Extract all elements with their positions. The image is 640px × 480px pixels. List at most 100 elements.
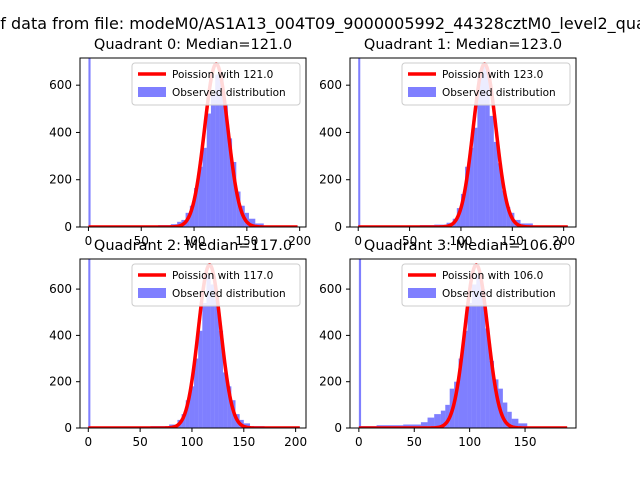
- quadrant-2-x-tick-label: 0: [84, 435, 92, 449]
- quadrant-2-observed-bar: [210, 284, 215, 428]
- quadrant-1-legend: Poission with 123.0 Observed distribution: [401, 62, 571, 106]
- quadrant-0-observed-bar: [248, 218, 256, 227]
- quadrant-2-x-tick-label: 100: [181, 435, 204, 449]
- quadrant-0-observed-bar: [198, 166, 203, 227]
- quadrant-3-axes-frame: [349, 258, 577, 429]
- quadrant-3-panel: Quadrant 3: Median=106.0 0 50 100 150 0 200 400…: [319, 238, 577, 449]
- quadrant-1-observed-bar: [489, 115, 494, 227]
- quadrant-0-observed-bar: [210, 94, 216, 227]
- legend-fit-label: Poission with 121.0: [172, 69, 273, 81]
- quadrant-0-x-tick-label: 50: [134, 234, 149, 248]
- quadrant-1-x-tick-label: 50: [402, 234, 417, 248]
- quadrant-3-x-tick-label: 0: [355, 435, 363, 449]
- quadrant-0-observed-bar: [202, 147, 207, 227]
- quadrant-3-x-tick-label: 100: [458, 435, 481, 449]
- quadrant-3-title: Quadrant 3: Median=106.0: [364, 238, 562, 254]
- quadrant-2-title: Quadrant 2: Median=117.0: [94, 238, 292, 254]
- quadrant-2-observed-bar: [194, 358, 199, 428]
- quadrant-2-axes-frame: [79, 258, 307, 429]
- quadrant-0-observed-bar: [227, 138, 233, 227]
- quadrant-3-plot-area: [357, 259, 569, 428]
- quadrant-3-x-tick-label: 50: [407, 435, 422, 449]
- legend-fit-label: Poission with 117.0: [172, 270, 273, 282]
- quadrant-0-x-tick-label: 0: [85, 234, 93, 248]
- legend-observed-label: Observed distribution: [442, 87, 556, 99]
- quadrant-3-legend: Poission with 106.0 Observed distribution: [401, 263, 571, 307]
- quadrant-3-observed-bar: [420, 422, 428, 428]
- quadrant-2-y-tick-label: 0: [64, 421, 72, 435]
- quadrant-3-observed-bar: [463, 330, 468, 428]
- quadrant-2-panel: Quadrant 2: Median=117.0 0 50 100 150 200 0 200…: [49, 238, 307, 449]
- quadrant-3-observed-bar: [458, 358, 463, 428]
- quadrant-0-title: Quadrant 0: Median=121.0: [94, 37, 292, 53]
- quadrant-3-observed-bar: [434, 414, 441, 428]
- quadrant-0-y-tick-label: 200: [49, 173, 72, 187]
- legend-box: [131, 263, 301, 307]
- legend-fit-label: Poission with 123.0: [442, 69, 543, 81]
- quadrant-3-y-tick-label: 0: [334, 421, 342, 435]
- quadrant-3-observed-bar: [476, 275, 481, 428]
- quadrant-3-x-tick-label: 150: [514, 435, 537, 449]
- quadrant-1-x-tick-label: 0: [354, 234, 362, 248]
- quadrant-2-observed-bar: [206, 275, 211, 428]
- quadrant-1-observed-bar: [481, 63, 486, 227]
- quadrant-1-y-tick-label: 400: [319, 125, 342, 139]
- quadrant-1-y-tick-label: 0: [334, 220, 342, 234]
- quadrant-1-observed-bar: [460, 193, 466, 227]
- quadrant-2-fit-curve-overlay: [88, 262, 300, 428]
- quadrant-3-observed-bar: [502, 402, 508, 428]
- quadrant-3-observed-bar: [358, 259, 362, 428]
- quadrant-2-fit-curve: [87, 263, 302, 428]
- quadrant-0-y-tick-label: 400: [49, 125, 72, 139]
- quadrant-2-observed-bar: [227, 386, 232, 428]
- quadrant-2-observed-bar: [218, 330, 224, 428]
- quadrant-2-y-tick-label: 400: [49, 328, 72, 342]
- quadrant-3-fit-curve: [357, 263, 569, 428]
- quadrant-0-y-tick-label: 600: [49, 78, 72, 92]
- quadrant-2-x-tick-label: 200: [284, 435, 307, 449]
- quadrant-3-observed-bar: [485, 328, 490, 428]
- quadrant-3-observed-bar: [454, 381, 459, 428]
- quadrant-0-x-tick-label: 150: [235, 234, 258, 248]
- quadrant-3-y-tick-label: 400: [319, 328, 342, 342]
- quadrant-1-observed-bar: [502, 190, 507, 227]
- quadrant-3-fit-curve-overlay: [358, 262, 568, 428]
- quadrant-0-y-tick-label: 0: [64, 220, 72, 234]
- quadrant-0-observed-bar: [236, 191, 241, 227]
- quadrant-1-y-tick-label: 200: [319, 173, 342, 187]
- legend-box: [401, 263, 571, 307]
- legend-observed-swatch: [138, 87, 166, 97]
- legend-box: [401, 62, 571, 106]
- legend-observed-swatch: [138, 288, 166, 298]
- quadrant-2-observed-bar: [198, 330, 203, 428]
- legend-observed-label: Observed distribution: [442, 288, 556, 300]
- quadrant-1-y-tick-label: 600: [319, 78, 342, 92]
- legend-box: [131, 62, 301, 106]
- quadrant-3-observed-bar: [467, 302, 472, 428]
- quadrant-3-y-tick-label: 600: [319, 282, 342, 296]
- quadrant-0-observed-bar: [219, 74, 224, 227]
- subplot-grid: Quadrant 0: Median=121.0 0 50 100 150 200 0 200…: [49, 37, 577, 449]
- quadrant-1-observed-bar: [358, 58, 361, 227]
- quadrant-1-observed-bar: [485, 71, 490, 227]
- quadrant-3-y-tick-label: 200: [319, 375, 342, 389]
- legend-observed-label: Observed distribution: [172, 87, 286, 99]
- quadrant-0-x-tick-label: 100: [183, 234, 206, 248]
- quadrant-2-plot-area: [87, 259, 302, 428]
- quadrant-3-observed-bar: [427, 417, 435, 428]
- quadrant-0-axes-frame: [79, 57, 307, 228]
- quadrant-1-x-tick-label: 100: [449, 234, 472, 248]
- quadrant-2-observed-bar: [88, 259, 91, 428]
- quadrant-3-observed-bar: [440, 410, 446, 428]
- quadrant-0-observed-bar: [215, 74, 220, 227]
- quadrant-0-x-tick-label: 200: [288, 234, 311, 248]
- quadrant-2-y-tick-label: 600: [49, 282, 72, 296]
- quadrant-2-x-tick-label: 50: [132, 435, 147, 449]
- quadrant-2-observed-bar: [189, 386, 195, 428]
- quadrant-3-observed-bar: [494, 379, 499, 428]
- legend-observed-swatch: [408, 288, 436, 298]
- quadrant-1-observed-bar: [497, 163, 503, 227]
- quadrant-2-observed-bar: [223, 372, 228, 428]
- quadrant-0-panel: Quadrant 0: Median=121.0 0 50 100 150 200 0 200…: [49, 37, 311, 248]
